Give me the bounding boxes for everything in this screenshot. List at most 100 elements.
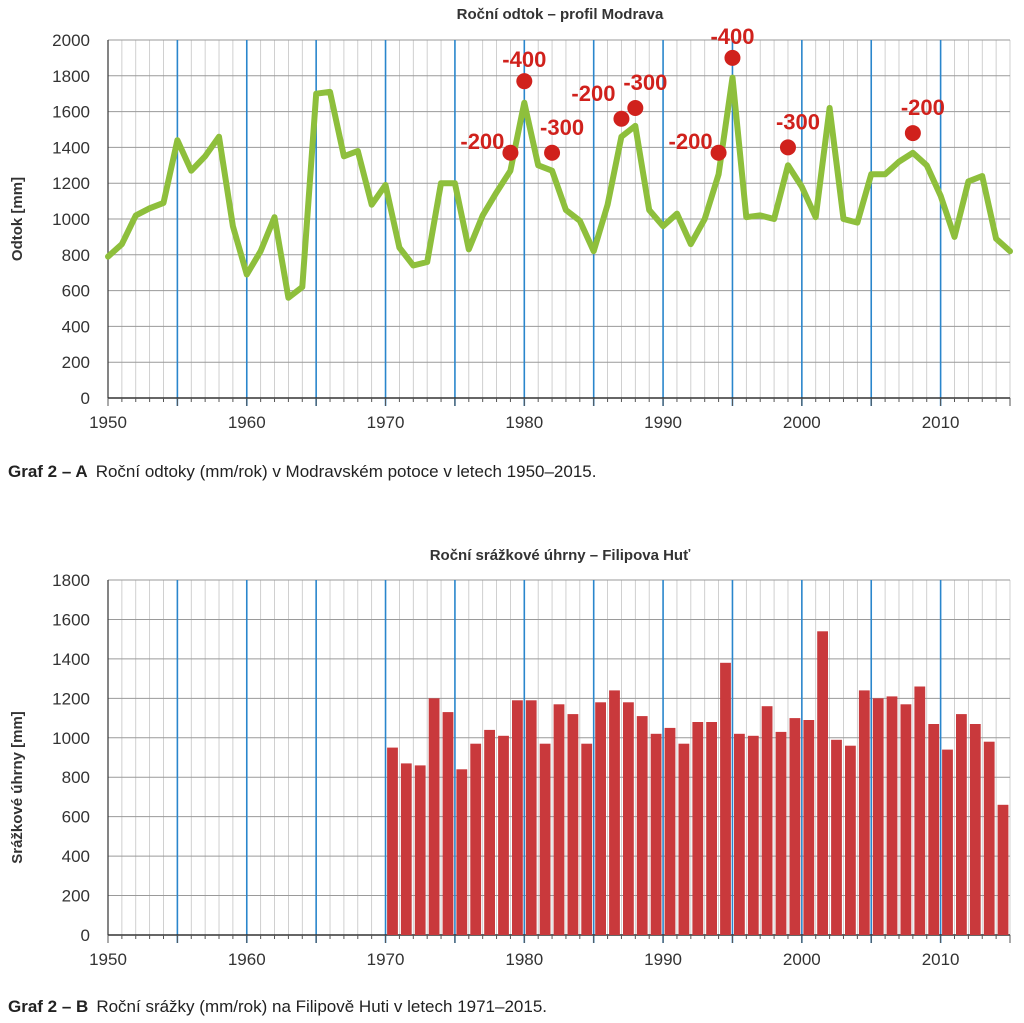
- chart-b-x-tick-label: 1950: [89, 950, 127, 969]
- chart-a-y-tick-label: 400: [62, 317, 90, 336]
- precipitation-bar: [512, 700, 523, 935]
- precipitation-bar: [734, 733, 745, 935]
- precipitation-bar: [872, 698, 884, 935]
- chart-b-x-tick-label: 2000: [783, 950, 821, 969]
- chart-a-x-tick-label: 2000: [783, 413, 821, 432]
- precipitation-bar: [650, 733, 662, 935]
- chart-a-title: Roční odtok – profil Modrava: [457, 6, 664, 23]
- precipitation-bar: [983, 741, 995, 935]
- precipitation-bar: [664, 727, 676, 935]
- chart-b-x-tick-label: 1970: [367, 950, 405, 969]
- chart-a-y-tick-label: 2000: [52, 31, 90, 50]
- precipitation-bar: [914, 686, 926, 935]
- annotation-label: -300: [540, 115, 584, 140]
- chart-b-x-tick-label: 1960: [228, 950, 266, 969]
- precipitation-bar: [470, 743, 482, 935]
- precipitation-bar: [817, 631, 828, 935]
- annotation-dot: [516, 73, 533, 90]
- annotation-label: -300: [623, 70, 667, 95]
- chart-b-title: Roční srážkové úhrny – Filipova Huť: [430, 547, 691, 564]
- caption-b-label: Graf 2 – B: [8, 997, 89, 1016]
- precipitation-bar: [623, 702, 634, 935]
- chart-b-y-tick-label: 600: [62, 808, 90, 827]
- annotation-dot: [627, 100, 644, 117]
- precipitation-bar: [747, 735, 759, 935]
- annotation-dot: [613, 110, 630, 127]
- chart-a-y-tick-label: 1800: [52, 67, 90, 86]
- annotation-dot: [710, 144, 727, 161]
- annotation-dot: [779, 139, 796, 156]
- chart-a-y-tick-label: 1600: [52, 103, 90, 122]
- precipitation-bar: [581, 743, 593, 935]
- chart-a-x-tick-label: 1980: [505, 413, 543, 432]
- precipitation-bar: [539, 743, 551, 935]
- chart-a-y-tick-label: 200: [62, 353, 90, 372]
- chart-a-y-tick-label: 800: [62, 246, 90, 265]
- chart-a-y-tick-label: 1400: [52, 138, 90, 157]
- precipitation-bar: [387, 747, 398, 935]
- annotation-dot: [724, 49, 741, 66]
- chart-b-y-axis-label: Srážkové úhrny [mm]: [9, 711, 26, 864]
- precipitation-bar: [636, 716, 648, 935]
- precipitation-bar: [956, 714, 967, 935]
- annotation-label: -200: [669, 129, 713, 154]
- chart-b-y-tick-label: 200: [62, 887, 90, 906]
- chart-b-y-tick-label: 1200: [52, 689, 90, 708]
- annotation-dot: [502, 144, 519, 161]
- chart-b-y-tick-label: 400: [62, 847, 90, 866]
- annotation-dot: [544, 144, 561, 161]
- precipitation-bar: [456, 769, 468, 935]
- precipitation-bar: [942, 749, 953, 935]
- chart-b-y-tick-label: 1400: [52, 650, 90, 669]
- runoff-series-line: [105, 74, 1013, 301]
- annotation-label: -200: [571, 81, 615, 106]
- caption-a: Graf 2 – A Roční odtoky (mm/rok) v Modrav…: [8, 462, 596, 482]
- chart-a-y-tick-label: 1000: [52, 210, 90, 229]
- precipitation-bar: [442, 712, 454, 935]
- precipitation-bar: [831, 739, 842, 936]
- annotation-label: -300: [776, 109, 820, 134]
- precipitation-bar: [845, 745, 856, 935]
- chart-a-y-axis-label: Odtok [mm]: [9, 177, 26, 261]
- chart-b-y-tick-label: 1000: [52, 729, 90, 748]
- precipitation-bar: [428, 698, 440, 935]
- precipitation-bar: [484, 729, 495, 935]
- chart-a-x-tick-label: 1970: [367, 413, 405, 432]
- annotation-dot: [904, 125, 921, 142]
- precipitation-bar: [720, 662, 731, 935]
- precipitation-bar: [928, 724, 940, 935]
- precipitation-bar: [803, 720, 815, 935]
- caption-a-text: Roční odtoky (mm/rok) v Modravském potoc…: [95, 462, 597, 481]
- precipitation-bar: [595, 702, 606, 935]
- precipitation-bar: [525, 700, 537, 935]
- annotation-label: -200: [460, 129, 504, 154]
- precipitation-bar: [567, 714, 579, 935]
- chart-b-y-tick-label: 1800: [52, 571, 90, 590]
- annotation-label: -400: [710, 24, 754, 49]
- precipitation-bar: [553, 704, 565, 936]
- precipitation-bar: [886, 696, 898, 935]
- chart-b-y-tick-label: 1600: [52, 610, 90, 629]
- precipitation-bar: [997, 804, 1009, 935]
- chart-a-y-tick-label: 0: [81, 389, 90, 408]
- caption-a-label: Graf 2 – A: [8, 462, 88, 481]
- precipitation-bar: [400, 763, 412, 935]
- precipitation-bar: [969, 724, 981, 935]
- precipitation-bar: [414, 765, 426, 935]
- chart-b-x-tick-label: 1980: [505, 950, 543, 969]
- chart-a-x-tick-label: 1960: [228, 413, 266, 432]
- chart-a-x-tick-label: 1990: [644, 413, 682, 432]
- chart-b-x-tick-label: 1990: [644, 950, 682, 969]
- caption-b: Graf 2 – B Roční srážky (mm/rok) na Filip…: [8, 997, 547, 1017]
- precipitation-bar: [789, 718, 801, 935]
- chart-b-y-tick-label: 0: [81, 926, 90, 945]
- precipitation-bar: [498, 735, 509, 935]
- precipitation-bar: [609, 690, 620, 935]
- chart-a-x-tick-label: 1950: [89, 413, 127, 432]
- chart-a-y-tick-label: 1200: [52, 174, 90, 193]
- chart-b-x-tick-label: 2010: [922, 950, 960, 969]
- precipitation-bar: [761, 706, 773, 935]
- precipitation-bar: [900, 704, 912, 936]
- chart-a-y-tick-label: 600: [62, 282, 90, 301]
